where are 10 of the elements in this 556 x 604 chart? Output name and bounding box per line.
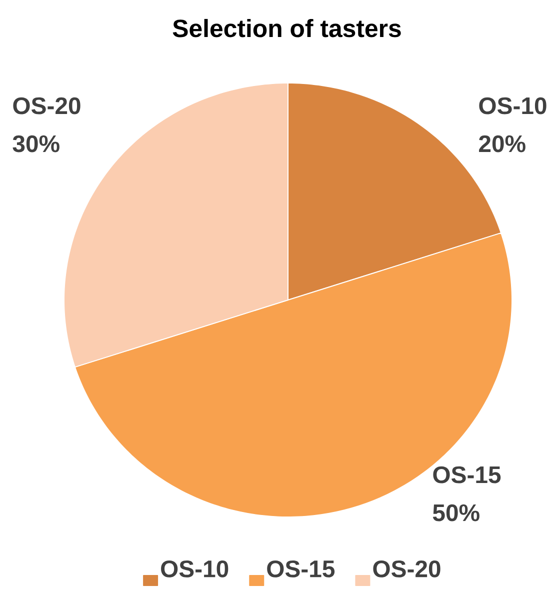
legend-label: OS-20	[373, 560, 440, 578]
data-label: 20%	[479, 135, 526, 152]
data-label: 30%	[12, 135, 60, 152]
chart-title: Selection of tasters	[172, 18, 401, 38]
data-label: 50%	[432, 504, 480, 522]
legend-label: OS-10	[161, 560, 228, 578]
slice-label: OS-15	[433, 466, 501, 484]
slice-label: OS-20	[13, 97, 80, 114]
legend-label: OS-15	[267, 560, 335, 578]
slice-label: OS-10	[479, 97, 546, 114]
